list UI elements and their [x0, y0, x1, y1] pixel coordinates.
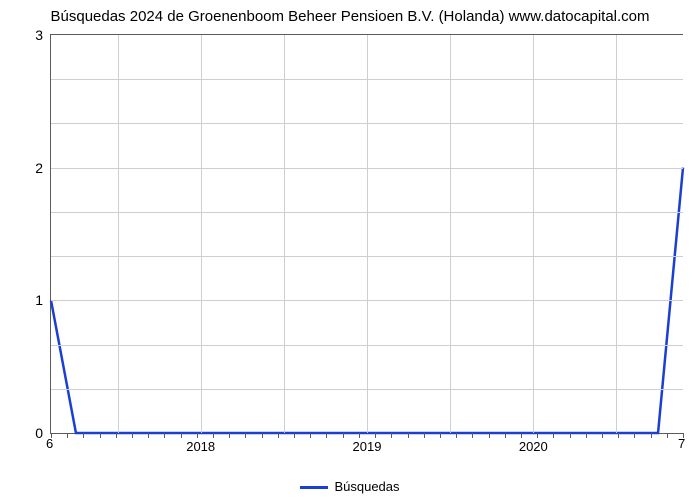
x-minor-tick [197, 433, 198, 438]
y-tick-label: 2 [35, 160, 51, 176]
plot-area: 0123201820192020 [50, 34, 683, 434]
x-tick-label: 2019 [353, 433, 382, 454]
x-minor-tick [618, 433, 619, 438]
chart-title: Búsquedas 2024 de Groenenboom Beheer Pen… [0, 8, 700, 25]
x-tick-label: 2020 [519, 433, 548, 454]
x-minor-tick [67, 433, 68, 438]
gridline-v [367, 35, 368, 433]
x-minor-tick [424, 433, 425, 438]
x-minor-tick [229, 433, 230, 438]
x-corner-left: 6 [46, 436, 53, 451]
x-minor-tick [505, 433, 506, 438]
x-minor-tick [310, 433, 311, 438]
x-minor-tick [667, 433, 668, 438]
x-minor-tick [278, 433, 279, 438]
x-minor-tick [245, 433, 246, 438]
x-minor-tick [408, 433, 409, 438]
gridline-v [118, 35, 119, 433]
gridline-v [616, 35, 617, 433]
gridline-v [201, 35, 202, 433]
y-tick-label: 1 [35, 292, 51, 308]
x-minor-tick [100, 433, 101, 438]
x-minor-tick [391, 433, 392, 438]
legend-label: Búsquedas [334, 479, 399, 494]
x-minor-tick [181, 433, 182, 438]
x-minor-tick [456, 433, 457, 438]
x-tick-label: 2018 [186, 433, 215, 454]
gridline-v [533, 35, 534, 433]
x-minor-tick [116, 433, 117, 438]
x-minor-tick [537, 433, 538, 438]
x-minor-tick [553, 433, 554, 438]
x-minor-tick [326, 433, 327, 438]
x-minor-tick [651, 433, 652, 438]
x-minor-tick [521, 433, 522, 438]
x-minor-tick [489, 433, 490, 438]
y-tick-label: 3 [35, 27, 51, 43]
x-minor-tick [262, 433, 263, 438]
x-minor-tick [570, 433, 571, 438]
x-minor-tick [294, 433, 295, 438]
x-minor-tick [213, 433, 214, 438]
x-minor-tick [440, 433, 441, 438]
x-minor-tick [343, 433, 344, 438]
x-minor-tick [132, 433, 133, 438]
gridline-v [284, 35, 285, 433]
legend-swatch [300, 486, 328, 489]
x-minor-tick [472, 433, 473, 438]
x-minor-tick [602, 433, 603, 438]
x-corner-right: 7 [678, 436, 685, 451]
x-minor-tick [83, 433, 84, 438]
gridline-v [450, 35, 451, 433]
x-minor-tick [375, 433, 376, 438]
legend: Búsquedas [0, 479, 700, 494]
x-minor-tick [586, 433, 587, 438]
x-minor-tick [359, 433, 360, 438]
x-minor-tick [634, 433, 635, 438]
x-minor-tick [164, 433, 165, 438]
x-minor-tick [148, 433, 149, 438]
